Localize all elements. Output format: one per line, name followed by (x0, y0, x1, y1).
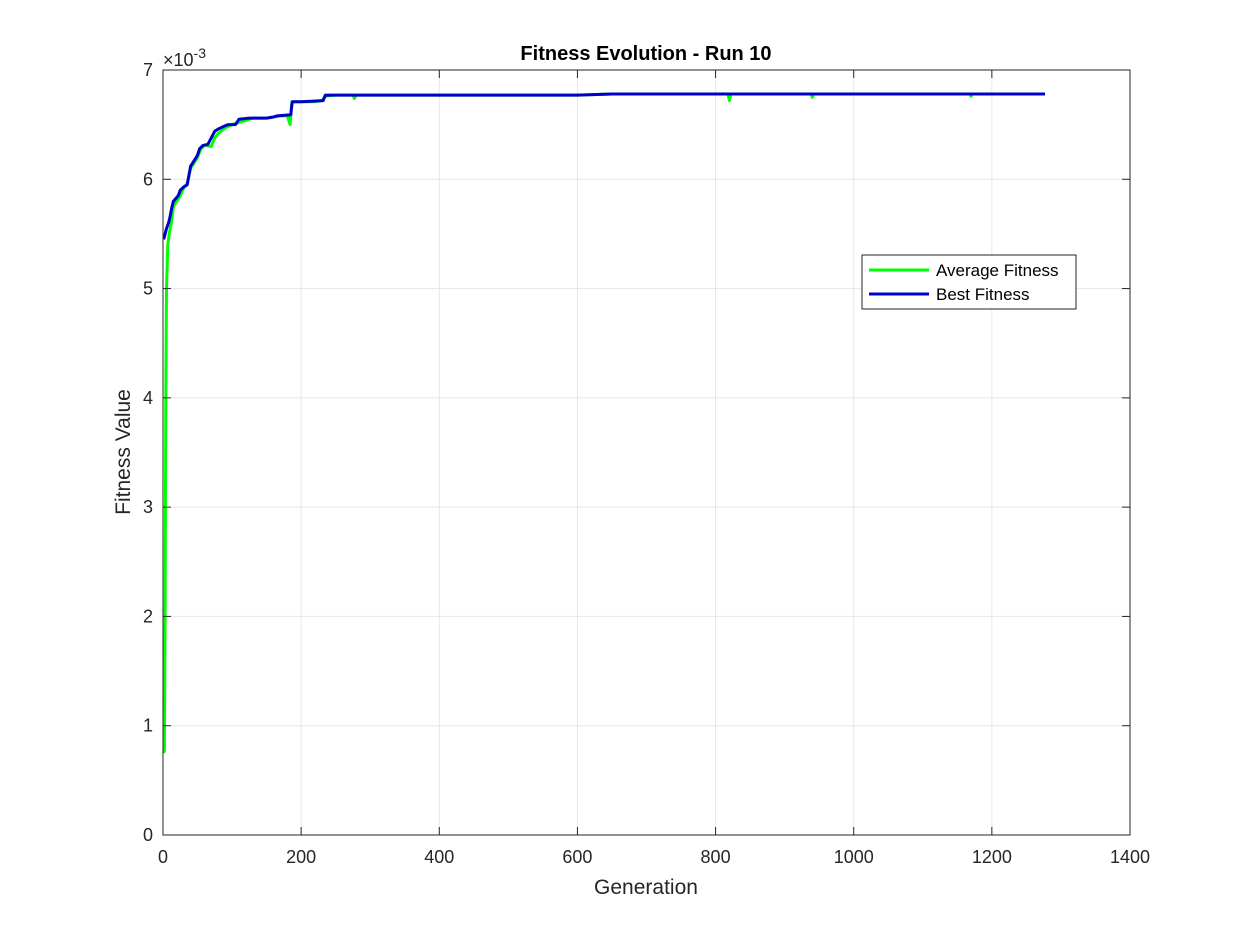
y-tick-label: 6 (143, 169, 153, 189)
axes-box (162, 69, 1131, 836)
x-tick-labels: 0 200 400 600 800 1000 1200 1400 (158, 847, 1150, 867)
x-tick-label: 0 (158, 847, 168, 867)
x-tick-label: 400 (424, 847, 454, 867)
legend-label-average-fitness: Average Fitness (936, 261, 1059, 280)
x-axis-label: Generation (594, 876, 698, 899)
x-tick-label: 1200 (972, 847, 1012, 867)
x-tick-label: 800 (701, 847, 731, 867)
y-tick-label: 1 (143, 716, 153, 736)
x-tick-label: 1000 (834, 847, 874, 867)
y-tick-label: 3 (143, 497, 153, 517)
legend-label-best-fitness: Best Fitness (936, 285, 1030, 304)
series-layer (162, 92, 1045, 754)
y-tick-label: 0 (143, 825, 153, 845)
x-tick-label: 200 (286, 847, 316, 867)
chart-title: Fitness Evolution - Run 10 (520, 43, 771, 65)
y-tick-label: 2 (143, 606, 153, 626)
legend-box (861, 254, 1077, 310)
legend: Average Fitness Best Fitness (861, 254, 1077, 310)
y-exponent-label: ×10-3 (163, 45, 206, 70)
y-exponent-power: -3 (194, 45, 207, 61)
y-exponent-base: ×10 (163, 50, 194, 70)
plot-area (163, 70, 1130, 835)
y-tick-labels: 0 1 2 3 4 5 6 7 (143, 60, 153, 845)
x-tick-label: 600 (562, 847, 592, 867)
y-axis-label: Fitness Value (112, 389, 135, 515)
ticks (162, 69, 1131, 836)
x-tick-label: 1400 (1110, 847, 1150, 867)
y-tick-label: 4 (143, 388, 153, 408)
best-fitness-line (162, 92, 1045, 240)
y-tick-label: 7 (143, 60, 153, 80)
y-tick-label: 5 (143, 279, 153, 299)
